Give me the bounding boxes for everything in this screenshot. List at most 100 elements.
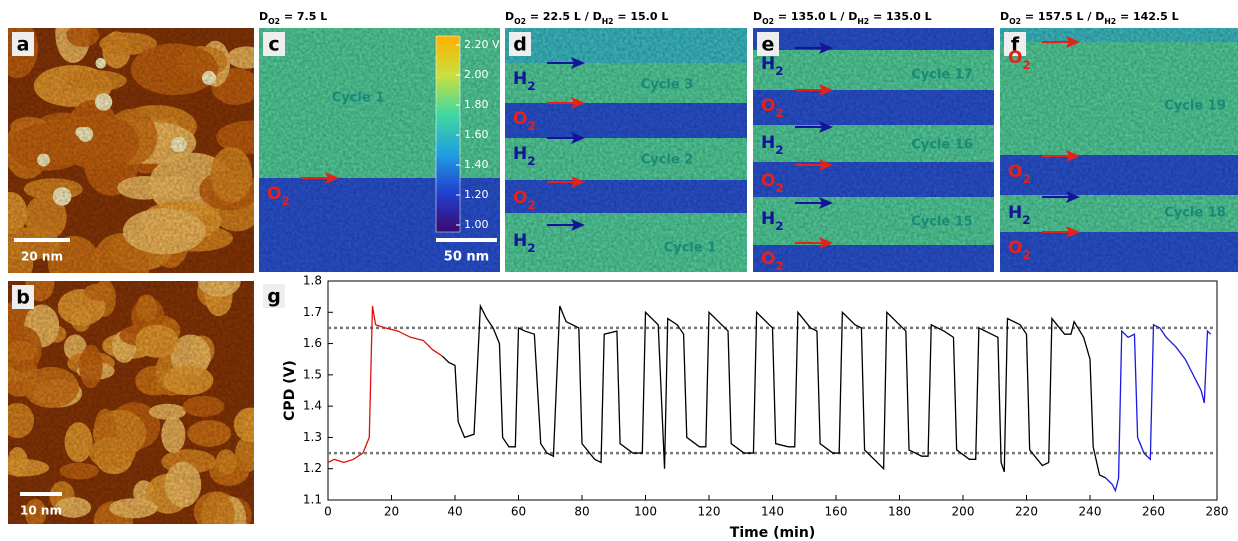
- text-part: O: [1008, 238, 1022, 258]
- panel-label: g: [267, 286, 281, 308]
- scale-bar-label: 10 nm: [20, 504, 62, 518]
- subscript: H2: [602, 17, 614, 26]
- gas-label: O2: [513, 188, 536, 212]
- gas-label: O2: [1008, 162, 1031, 186]
- plot-frame: [327, 280, 1218, 501]
- gas-arrowhead: [819, 42, 833, 54]
- cycle-label: Cycle 3: [641, 78, 694, 93]
- x-tick-label: 220: [1015, 505, 1038, 519]
- texture: [8, 28, 254, 273]
- label-bg: [757, 32, 779, 56]
- cycle-label: Cycle 15: [911, 215, 973, 230]
- panel-image: [1000, 28, 1238, 272]
- x-tick-label: 0: [324, 505, 332, 519]
- text-part: H: [761, 54, 775, 74]
- subscript: 2: [527, 198, 535, 212]
- colorbar-label: 2.20 V: [464, 38, 500, 51]
- x-axis-label: Time (min): [730, 525, 815, 541]
- text-part: O: [513, 188, 527, 208]
- x-tick-label: 280: [1206, 505, 1229, 519]
- texture: [8, 281, 254, 524]
- text-part: O: [1008, 48, 1022, 68]
- label-bg: [12, 285, 34, 309]
- gas-arrowhead: [1066, 191, 1080, 203]
- y-tick-label: 1.2: [303, 461, 322, 475]
- gas-label: O2: [1008, 238, 1031, 262]
- cycle-label: Cycle 17: [911, 68, 973, 83]
- x-tick-label: 20: [384, 505, 399, 519]
- subscript: 2: [527, 154, 535, 168]
- text-part: D: [1000, 10, 1009, 23]
- x-tick-label: 40: [447, 505, 462, 519]
- gas-label: O2: [761, 96, 784, 120]
- text-part: O: [761, 249, 775, 269]
- x-tick-label: 160: [825, 505, 848, 519]
- subscript: 2: [1022, 248, 1030, 262]
- panel-header: DO2 = 135.0 L / DH2 = 135.0 L: [753, 10, 932, 26]
- gas-arrowhead: [819, 159, 833, 171]
- subscript: 2: [1022, 58, 1030, 72]
- gas-arrowhead: [571, 176, 585, 188]
- subscript: O2: [268, 17, 280, 26]
- x-tick-label: 80: [574, 505, 589, 519]
- colorbar-label: 1.40: [464, 158, 489, 171]
- text-part: D: [259, 10, 268, 23]
- text-part: O: [761, 96, 775, 116]
- y-tick-label: 1.6: [303, 336, 322, 350]
- y-axis-label: CPD (V): [282, 360, 298, 421]
- label-bg: [263, 32, 285, 56]
- subscript: O2: [1009, 17, 1021, 26]
- gas-arrowhead: [1066, 36, 1080, 48]
- panel-image: [505, 28, 747, 272]
- text-part: H: [761, 209, 775, 229]
- text-part: D: [753, 10, 762, 23]
- colorbar-label: 1.00: [464, 218, 489, 231]
- label-bg: [1004, 32, 1026, 56]
- panel-label: e: [762, 34, 775, 56]
- data-line: [441, 303, 1107, 479]
- cycle-label: Cycle 1: [332, 91, 385, 106]
- panel-label: d: [513, 34, 527, 56]
- texture: [505, 28, 747, 272]
- subscript: H2: [1104, 17, 1116, 26]
- colorbar-label: 1.20: [464, 188, 489, 201]
- gas-arrowhead: [1066, 150, 1080, 162]
- text-part: H: [761, 133, 775, 153]
- gas-arrowhead: [325, 172, 339, 184]
- text-part: D: [505, 10, 514, 23]
- panel-image: [753, 28, 994, 272]
- cycle-label: Cycle 2: [641, 153, 694, 168]
- text-part: O: [761, 171, 775, 191]
- x-tick-label: 120: [698, 505, 721, 519]
- panel-image: [8, 28, 254, 273]
- y-tick-label: 1.7: [303, 305, 322, 319]
- text-part: = 7.5 L: [280, 10, 327, 23]
- text-part: O: [1008, 162, 1022, 182]
- text-part: H: [513, 69, 527, 89]
- subscript: 2: [775, 64, 783, 78]
- subscript: 2: [1022, 213, 1030, 227]
- subscript: 2: [775, 181, 783, 195]
- gas-arrowhead: [819, 197, 833, 209]
- y-tick-label: 1.1: [303, 493, 322, 507]
- gas-arrowhead: [819, 84, 833, 96]
- x-tick-label: 180: [888, 505, 911, 519]
- texture: [1000, 28, 1238, 272]
- subscript: 2: [775, 219, 783, 233]
- x-tick-label: 260: [1142, 505, 1165, 519]
- gas-label: H2: [761, 209, 784, 233]
- panel-label: b: [16, 287, 30, 309]
- text-part: = 135.0 L / D: [774, 10, 857, 23]
- scale-bar: [20, 492, 62, 496]
- text-part: = 22.5 L / D: [526, 10, 602, 23]
- data-line: [327, 305, 443, 464]
- colorbar-label: 1.80: [464, 98, 489, 111]
- y-tick-label: 1.4: [303, 399, 322, 413]
- scale-bar: [14, 238, 70, 242]
- panel-label: c: [268, 34, 279, 56]
- gas-label: O2: [761, 171, 784, 195]
- text-part: = 142.5 L: [1116, 10, 1179, 23]
